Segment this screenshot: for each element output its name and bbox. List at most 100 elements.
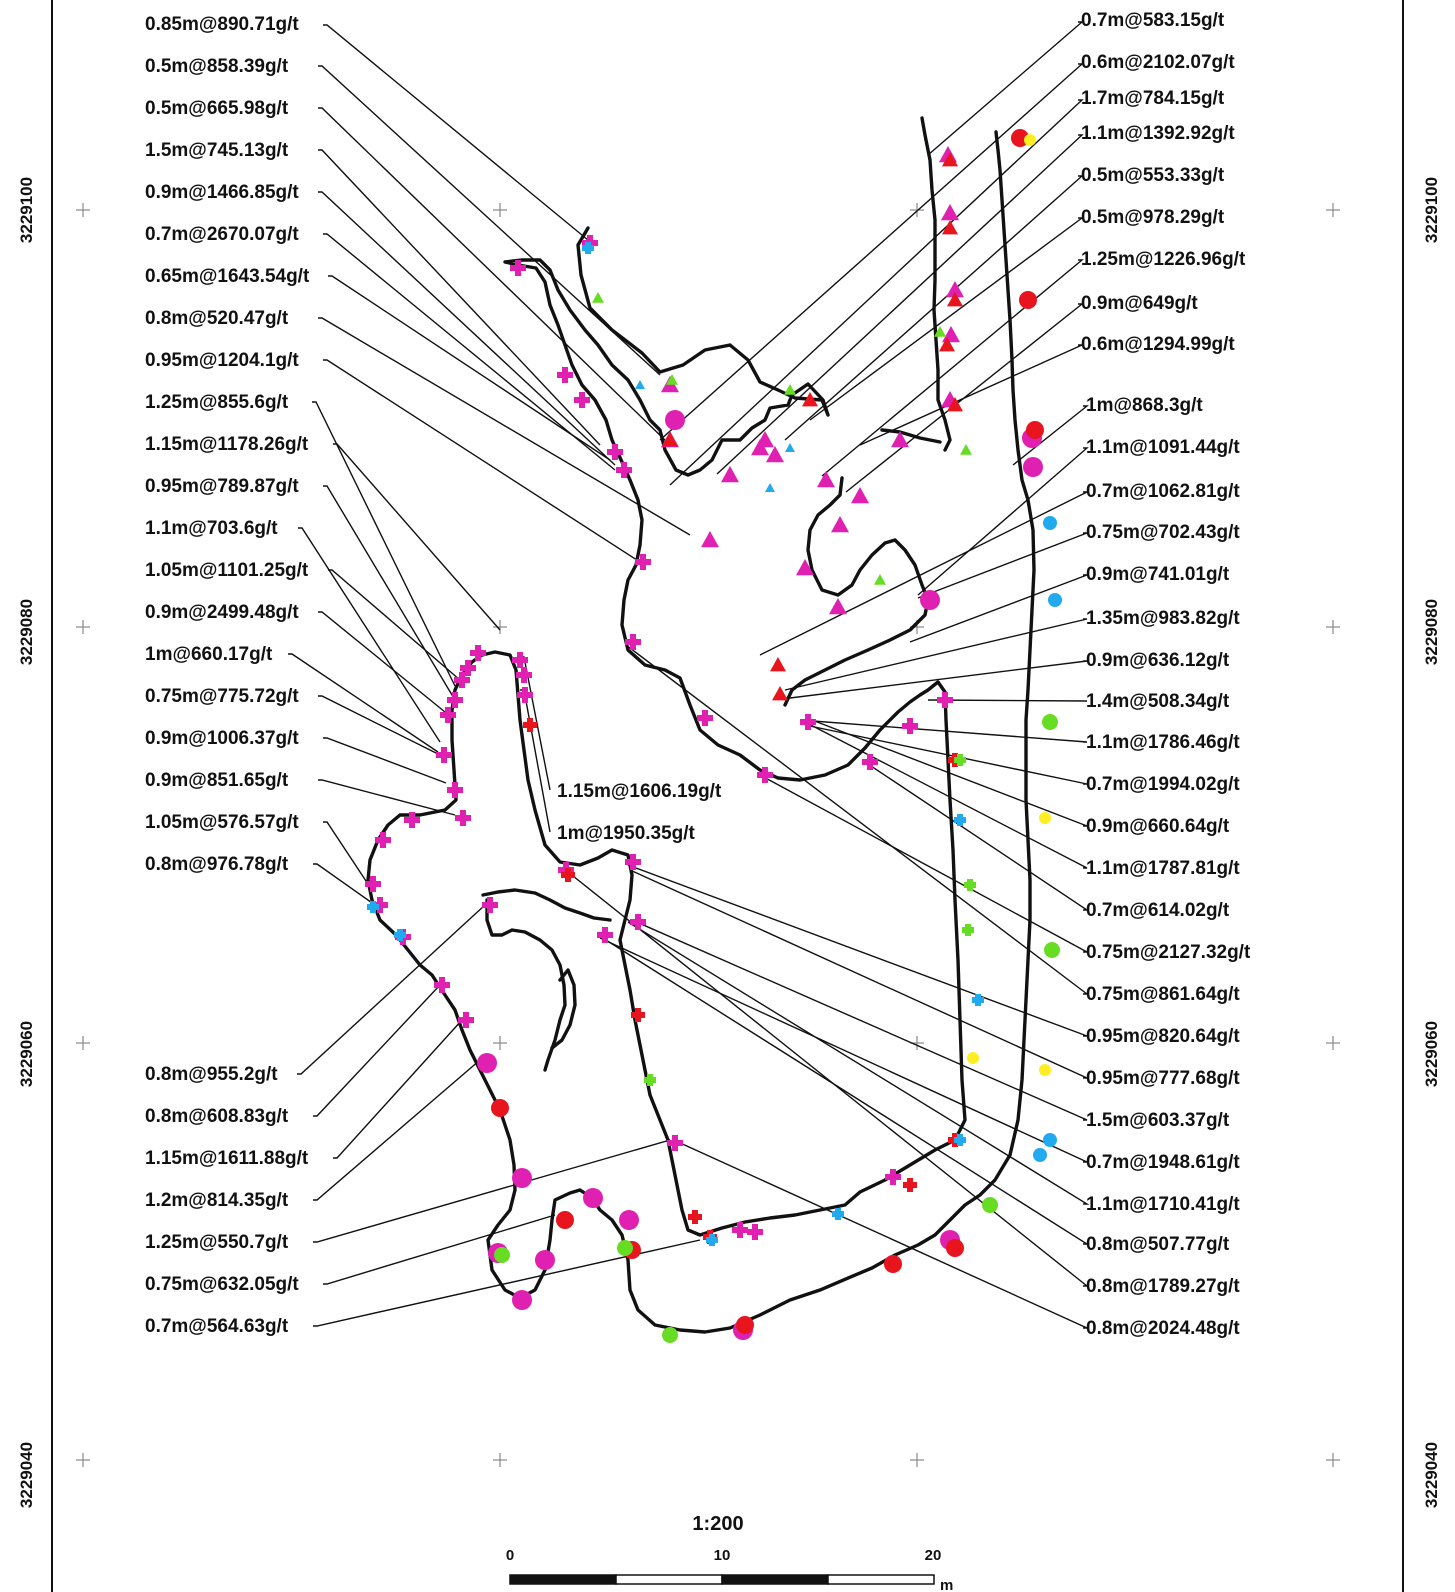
cross-sample-marker	[644, 1074, 656, 1086]
assay-label-left: 1.25m@855.6g/t	[145, 392, 289, 413]
assay-label-left-bottom: 1.15m@1611.88g/t	[145, 1148, 309, 1169]
assay-label-left: 0.75m@775.72g/t	[145, 686, 299, 707]
assay-label-left: 0.8m@976.78g/t	[145, 854, 289, 875]
leader-line	[629, 869, 1088, 1079]
assay-labels-left-bottom: 0.8m@955.2g/t 0.8m@608.83g/t 1.15m@1611.…	[145, 1064, 309, 1337]
assay-label-right: 0.7m@583.15g/t	[1081, 10, 1225, 31]
assay-label-right: 0.6m@1294.99g/t	[1081, 334, 1235, 355]
north-label-right-1: 3229100	[1422, 177, 1441, 243]
circle-sample-marker	[1024, 134, 1036, 146]
triangle-sample-marker	[766, 446, 784, 463]
assay-labels-center: 1.15m@1606.19g/t 1m@1950.35g/t	[557, 781, 722, 844]
circle-sample-marker	[736, 1316, 754, 1334]
cross-sample-marker	[375, 832, 391, 848]
leader-line	[318, 149, 601, 446]
scale-segment-3	[721, 1574, 829, 1585]
cross-sample-marker	[667, 1135, 683, 1151]
leader-line	[799, 719, 1088, 743]
cross-sample-marker	[510, 260, 526, 276]
cross-sample-marker	[800, 714, 816, 730]
leader-line	[333, 1019, 463, 1159]
inner-loop-outline	[783, 476, 930, 707]
cross-sample-marker	[903, 1178, 917, 1192]
cross-sample-marker	[597, 927, 613, 943]
cross-sample-marker	[516, 667, 532, 683]
leader-line	[821, 259, 1084, 477]
cross-sample-marker	[447, 782, 463, 798]
assay-label-left-bottom: 0.75m@632.05g/t	[145, 1274, 299, 1295]
leader-line	[318, 65, 661, 376]
cross-sample-marker	[962, 924, 974, 936]
inner-crosscut-outline	[481, 888, 612, 922]
circle-sample-marker	[583, 1188, 603, 1208]
leader-line	[917, 532, 1088, 599]
leader-lines	[288, 21, 1090, 1329]
assay-label-right: 1m@868.3g/t	[1086, 395, 1203, 416]
circle-sample-marker	[920, 590, 940, 610]
cross-sample-marker	[954, 814, 966, 826]
cross-sample-marker	[436, 747, 452, 763]
assay-label-left: 1.05m@1101.25g/t	[145, 560, 309, 581]
assay-label-left: 0.95m@1204.1g/t	[145, 350, 299, 371]
leader-line	[318, 611, 446, 713]
triangle-sample-marker	[751, 439, 769, 456]
assay-label-right: 1.1m@1392.92g/t	[1081, 123, 1235, 144]
cross-sample-marker	[832, 1208, 844, 1220]
sample-markers	[365, 129, 1062, 1343]
leader-line	[859, 344, 1083, 446]
cross-sample-marker	[455, 810, 471, 826]
assay-label-left: 0.5m@665.98g/t	[145, 98, 289, 119]
coordinate-labels: 3229100 3229080 3229060 3229040 3229100 …	[17, 177, 1441, 1508]
assay-label-right: 0.5m@553.33g/t	[1081, 165, 1225, 186]
leader-line	[297, 904, 486, 1075]
cross-sample-marker	[937, 692, 953, 708]
cross-sample-marker	[747, 1224, 763, 1240]
assay-label-right: 1.1m@1710.41g/t	[1086, 1194, 1240, 1215]
circle-sample-marker	[982, 1197, 998, 1213]
circle-sample-marker	[491, 1099, 509, 1117]
circle-sample-marker	[1043, 1133, 1057, 1147]
circle-sample-marker	[967, 1052, 979, 1064]
cross-sample-marker	[697, 710, 713, 726]
cross-sample-marker	[460, 660, 476, 676]
leader-line	[313, 1059, 481, 1201]
triangle-sample-marker	[946, 281, 964, 298]
cross-sample-marker	[625, 634, 641, 650]
triangle-sample-marker	[942, 152, 958, 167]
assay-label-left: 1.1m@703.6g/t	[145, 518, 278, 539]
triangle-sample-marker	[784, 384, 796, 395]
leader-line	[313, 1239, 701, 1327]
triangle-sample-marker	[772, 686, 788, 701]
leader-line	[323, 737, 447, 784]
assay-label-left: 0.85m@890.71g/t	[145, 14, 299, 35]
cross-sample-marker	[574, 392, 590, 408]
scale-tick-0: 0	[506, 1547, 514, 1564]
triangle-sample-marker	[891, 431, 909, 448]
scale-tick-10: 10	[714, 1547, 731, 1564]
leader-line	[809, 217, 1085, 421]
leader-line	[328, 275, 611, 461]
leader-line	[909, 574, 1088, 643]
triangle-sample-marker	[941, 204, 959, 221]
triangle-sample-marker	[829, 598, 847, 615]
assay-label-right: 1.1m@1787.81g/t	[1086, 858, 1240, 879]
scale-ratio: 1:200	[692, 1513, 743, 1535]
assay-label-center: 1.15m@1606.19g/t	[557, 781, 722, 802]
cross-sample-marker	[635, 554, 651, 570]
leader-line	[567, 871, 1090, 1287]
leader-line	[318, 317, 691, 536]
leader-line	[323, 821, 369, 885]
assay-label-left-bottom: 0.7m@564.63g/t	[145, 1316, 289, 1337]
assay-label-right: 0.7m@1062.81g/t	[1086, 481, 1240, 502]
cross-sample-marker	[757, 767, 773, 783]
leader-line	[716, 134, 1084, 475]
assay-label-left: 0.9m@851.65g/t	[145, 770, 289, 791]
leader-line	[677, 1141, 1088, 1329]
leader-line	[804, 724, 1088, 785]
cross-sample-marker	[372, 897, 388, 913]
circle-sample-marker	[556, 1211, 574, 1229]
cross-sample-marker	[404, 812, 420, 828]
triangle-sample-marker	[934, 326, 946, 337]
leader-line	[627, 864, 1088, 1037]
cross-sample-marker	[706, 1234, 718, 1246]
